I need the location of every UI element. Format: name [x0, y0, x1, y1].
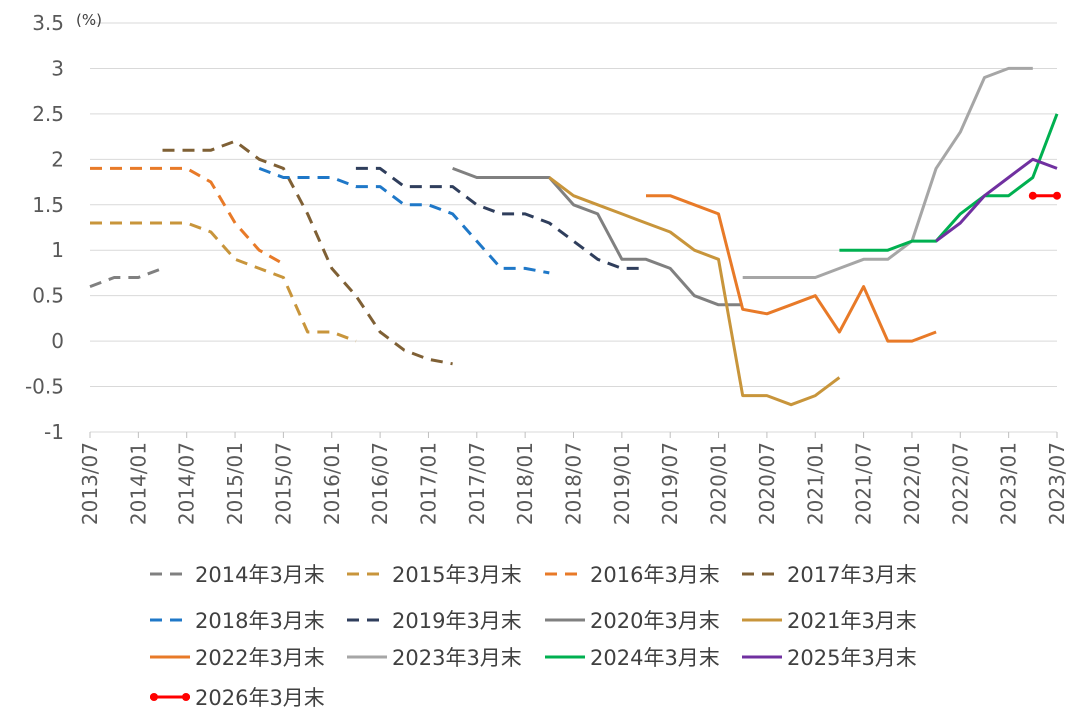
series-lines [89, 66, 1061, 407]
y-tick-label: 0 [51, 329, 64, 353]
legend: 2014年3月末 2015年3月末 2016年3月末 2017年3月末 2018年3月末… [150, 563, 917, 710]
legend-item: 2017年3月末 [742, 563, 917, 587]
x-tick-label: 2019/07 [658, 442, 682, 525]
legend-marker [182, 693, 190, 701]
x-tick-label: 2020/07 [755, 442, 779, 525]
x-tick-label: 2013/07 [78, 442, 102, 525]
x-tick-label: 2021/07 [852, 442, 876, 525]
series-line-2 [90, 221, 357, 343]
x-tick-label: 2015/07 [271, 442, 295, 525]
unit-label: (%) [76, 11, 102, 29]
legend-label: 2015年3月末 [392, 563, 522, 587]
legend-label: 2023年3月末 [392, 646, 522, 670]
legend-item: 2016年3月末 [545, 563, 720, 587]
x-tick-label: 2015/01 [223, 442, 247, 525]
legend-label: 2014年3月末 [195, 563, 325, 587]
series-line-8 [548, 176, 841, 407]
x-tick-label: 2023/01 [997, 442, 1021, 525]
grid [90, 22, 1057, 433]
series-line-11 [839, 113, 1059, 252]
series-line-12 [935, 157, 1058, 243]
y-tick-label: 2 [51, 147, 64, 171]
series-line-10 [742, 66, 1033, 279]
series-line-9 [646, 194, 937, 343]
series-marker [1053, 191, 1061, 200]
x-tick-label: 2016/07 [368, 442, 392, 525]
series-marker [1028, 191, 1037, 200]
series-line-6 [355, 166, 646, 270]
y-tick-label: 2.5 [32, 102, 64, 126]
y-tick-label: -1 [44, 420, 64, 444]
legend-item: 2014年3月末 [150, 563, 325, 587]
series-line-4 [162, 139, 453, 366]
y-tick-label: -0.5 [25, 375, 64, 399]
x-tick-label: 2014/01 [126, 442, 150, 525]
y-tick-label: 3.5 [32, 11, 64, 35]
x-tick-label: 2019/01 [610, 442, 634, 525]
legend-item: 2019年3月末 [347, 609, 522, 633]
y-tick-label: 3 [51, 56, 64, 80]
legend-item: 2022年3月末 [150, 646, 325, 670]
series-line-3 [90, 166, 285, 266]
x-tick-label: 2022/07 [948, 442, 972, 525]
legend-item: 2020年3月末 [545, 609, 720, 633]
axes: 3.5 3 2.5 2 1.5 1 0.5 0 -0.5 -1 (%) 2013/07 2014/01 2… [25, 11, 1069, 525]
series-line-7 [452, 166, 743, 307]
y-tick-label: 1 [51, 238, 64, 262]
legend-label: 2016年3月末 [590, 563, 720, 587]
series-line-1 [89, 266, 164, 289]
x-tick-label: 2017/07 [465, 442, 489, 525]
x-tick-label: 2016/01 [320, 442, 344, 525]
legend-item: 2023年3月末 [347, 646, 522, 670]
x-tick-label: 2017/01 [416, 442, 440, 525]
legend-item: 2026年3月末 [150, 686, 325, 710]
legend-label: 2021年3月末 [787, 609, 917, 633]
legend-item: 2015年3月末 [347, 563, 522, 587]
legend-label: 2017年3月末 [787, 563, 917, 587]
y-tick-label: 0.5 [32, 284, 64, 308]
legend-label: 2019年3月末 [392, 609, 522, 633]
legend-item: 2018年3月末 [150, 609, 325, 633]
legend-item: 2024年3月末 [545, 646, 720, 670]
y-tick-label: 1.5 [32, 193, 64, 217]
legend-label: 2022年3月末 [195, 646, 325, 670]
x-tick-label: 2018/07 [562, 442, 586, 525]
legend-label: 2018年3月末 [195, 609, 325, 633]
legend-label: 2026年3月末 [195, 686, 325, 710]
x-tick-label: 2020/01 [707, 442, 731, 525]
x-tick-label: 2022/01 [900, 442, 924, 525]
series-line-5 [258, 166, 550, 275]
legend-label: 2020年3月末 [590, 609, 720, 633]
x-tick-label: 2018/01 [513, 442, 537, 525]
legend-label: 2024年3月末 [590, 646, 720, 670]
legend-marker [150, 693, 158, 701]
x-tick-label: 2021/01 [803, 442, 827, 525]
legend-label: 2025年3月末 [787, 646, 917, 670]
x-tick-label: 2014/07 [175, 442, 199, 525]
x-tick-label: 2023/07 [1045, 442, 1069, 525]
legend-item: 2025年3月末 [742, 646, 917, 670]
legend-item: 2021年3月末 [742, 609, 917, 633]
